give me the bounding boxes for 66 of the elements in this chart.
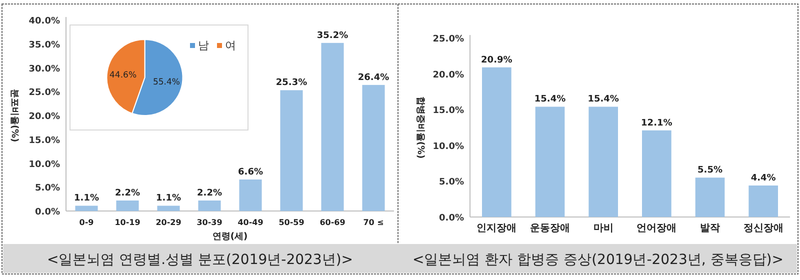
y-tick-label: 35.0% <box>28 40 60 50</box>
bar <box>748 185 778 217</box>
y-tick-label: 15.0% <box>28 136 60 146</box>
x-tick-label: 언어장애 <box>636 223 677 234</box>
y-tick-label: 0.0% <box>439 214 464 224</box>
data-label: 5.5% <box>698 166 722 176</box>
y-tick-label: 20.0% <box>432 70 464 80</box>
x-tick-label: 60-69 <box>320 218 346 227</box>
bar <box>695 178 725 217</box>
x-axis-title: 연령(세) <box>212 232 248 242</box>
y-tick-label: 15.0% <box>432 106 464 116</box>
y-tick-label: 25.0% <box>28 88 60 98</box>
x-tick-label: 40-49 <box>238 218 264 227</box>
data-label: 6.6% <box>238 167 263 178</box>
bar <box>535 106 565 217</box>
bar <box>157 206 180 211</box>
x-tick-label: 인지장애 <box>476 223 517 234</box>
bar <box>642 130 672 217</box>
x-tick-label: 10-19 <box>114 218 141 227</box>
text: <일본뇌염 연령별.성별 분포(2019년-2023년)> <box>46 252 354 268</box>
bar <box>482 67 512 217</box>
data-label: 4.4% <box>750 173 776 184</box>
data-label: 35.2% <box>316 30 348 41</box>
x-tick-label: 정신장애 <box>743 223 784 234</box>
bar <box>75 206 98 211</box>
legend-label: 여 <box>225 39 236 52</box>
y-tick-label: 20.0% <box>28 112 60 122</box>
data-label: 15.4% <box>534 94 566 105</box>
x-tick-label: 0-9 <box>79 218 94 227</box>
y-tick-label: 0.0% <box>35 208 60 218</box>
y-tick-label: 40.0% <box>28 16 60 26</box>
bar <box>280 90 303 211</box>
data-label: 26.4% <box>358 72 390 83</box>
bar <box>362 84 385 211</box>
legend-label: 남 <box>198 39 209 52</box>
y-axis-title: 분포비율(%) <box>9 88 19 142</box>
x-tick-label: 50-59 <box>278 218 305 227</box>
y-tick-label: 5.0% <box>439 178 464 188</box>
data-label: 12.1% <box>641 118 672 128</box>
data-label: 2.2% <box>115 188 140 198</box>
y-tick-label: 10.0% <box>28 160 60 170</box>
bar <box>116 200 139 211</box>
x-tick-label: 30-39 <box>196 218 223 227</box>
data-label: 1.1% <box>156 194 181 204</box>
data-label: 15.4% <box>588 94 619 105</box>
y-tick-label: 10.0% <box>432 142 464 152</box>
data-label: 2.2% <box>197 188 222 198</box>
x-tick-label: 70 ≤ <box>363 218 384 227</box>
data-label: 20.9% <box>481 55 512 66</box>
data-label: 25.3% <box>276 78 308 88</box>
x-tick-label: 발작 <box>700 223 720 234</box>
bar <box>198 200 221 211</box>
text: <일본뇌염 환자 합병증 증상(2019년-2023년, 중복응답)> <box>412 252 784 268</box>
data-label: 1.1% <box>74 194 99 204</box>
data-label: 55.4% <box>152 78 180 88</box>
bar <box>321 42 344 211</box>
y-tick-label: 25.0% <box>432 34 464 44</box>
y-tick-label: 5.0% <box>35 184 60 194</box>
x-tick-label: 운동장애 <box>530 223 570 234</box>
data-label: 44.6% <box>110 70 137 80</box>
y-axis-title: 합병증비율(%) <box>415 96 425 159</box>
x-tick-label: 마비 <box>593 223 614 234</box>
bar <box>239 179 262 211</box>
bar <box>588 106 618 217</box>
y-tick-label: 30.0% <box>28 64 60 74</box>
x-tick-label: 20-29 <box>156 218 182 227</box>
